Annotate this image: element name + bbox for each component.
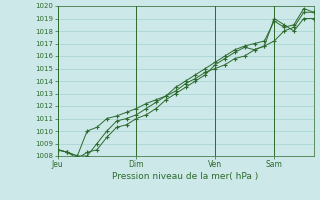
- X-axis label: Pression niveau de la mer( hPa ): Pression niveau de la mer( hPa ): [112, 172, 259, 181]
